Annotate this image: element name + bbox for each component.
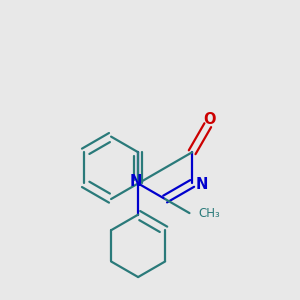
Text: N: N [130,175,142,190]
Text: CH₃: CH₃ [198,207,220,220]
Text: N: N [196,176,208,191]
Text: O: O [203,112,215,128]
